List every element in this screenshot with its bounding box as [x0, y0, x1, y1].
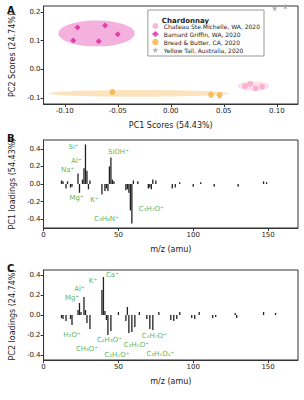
- svg-text:Bread & Butter, CA, 2020: Bread & Butter, CA, 2020: [164, 39, 240, 46]
- svg-text:C₂H₅O⁺: C₂H₅O⁺: [104, 351, 129, 359]
- svg-text:K⁺: K⁺: [90, 196, 99, 204]
- svg-text:Chateau Ste.Michelle, WA, 2020: Chateau Ste.Michelle, WA, 2020: [163, 22, 260, 30]
- svg-text:C₃H₅O⁺: C₃H₅O⁺: [124, 341, 149, 349]
- svg-text:m/z (amu): m/z (amu): [150, 377, 191, 386]
- svg-text:C₃H₇O⁺: C₃H₇O⁺: [139, 205, 164, 213]
- svg-text:H₃O⁺: H₃O⁺: [63, 331, 81, 339]
- svg-text:Mg⁺: Mg⁺: [69, 194, 83, 202]
- svg-text:0.05: 0.05: [216, 107, 232, 115]
- svg-text:SiOH⁺: SiOH⁺: [108, 148, 129, 156]
- svg-text:B: B: [7, 133, 15, 144]
- svg-text:0.2: 0.2: [29, 8, 40, 16]
- svg-text:0.4: 0.4: [29, 271, 41, 279]
- svg-text:-0.4: -0.4: [27, 215, 41, 223]
- svg-text:PC1 loadings (54.43%): PC1 loadings (54.43%): [8, 139, 17, 230]
- svg-text:Barnard Griffin, WA, 2020: Barnard Griffin, WA, 2020: [164, 31, 241, 38]
- svg-text:C₃H₅O₂⁺: C₃H₅O₂⁺: [146, 350, 174, 358]
- svg-text:-0.2: -0.2: [27, 198, 41, 206]
- svg-text:Yellow Tail, Australia, 2020: Yellow Tail, Australia, 2020: [163, 47, 244, 54]
- svg-text:0.2: 0.2: [29, 291, 40, 299]
- svg-text:150: 150: [261, 363, 274, 371]
- svg-text:C₃H₈N⁺: C₃H₈N⁺: [94, 215, 119, 223]
- svg-text:Mg⁺: Mg⁺: [65, 294, 79, 302]
- svg-text:Si⁺: Si⁺: [68, 143, 78, 151]
- svg-text:0.2: 0.2: [29, 162, 40, 170]
- svg-text:PC2 Scores (24.74%): PC2 Scores (24.74%): [8, 13, 17, 97]
- svg-text:m/z (amu): m/z (amu): [150, 245, 191, 254]
- svg-text:CH₃O⁺: CH₃O⁺: [76, 345, 98, 353]
- svg-text:-0.4: -0.4: [27, 351, 41, 359]
- svg-text:-0.2: -0.2: [27, 331, 41, 339]
- svg-text:150: 150: [261, 231, 274, 239]
- svg-text:0: 0: [41, 231, 45, 239]
- svg-text:0: 0: [41, 363, 45, 371]
- svg-text:-0.05: -0.05: [109, 107, 127, 115]
- svg-text:Al⁺: Al⁺: [74, 285, 85, 293]
- svg-text:100: 100: [187, 363, 200, 371]
- svg-text:0.00: 0.00: [163, 107, 179, 115]
- svg-text:0.0: 0.0: [29, 65, 40, 73]
- svg-text:-0.10: -0.10: [56, 107, 74, 115]
- svg-text:-0.1: -0.1: [27, 94, 41, 102]
- svg-text:0.0: 0.0: [29, 180, 40, 188]
- svg-text:C: C: [7, 263, 14, 274]
- svg-text:Al⁺: Al⁺: [71, 157, 82, 165]
- svg-text:50: 50: [114, 363, 123, 371]
- svg-text:Na⁺: Na⁺: [61, 166, 75, 174]
- svg-text:PC1 Scores (54.43%): PC1 Scores (54.43%): [129, 121, 213, 130]
- svg-text:50: 50: [114, 231, 123, 239]
- svg-text:Ca⁺: Ca⁺: [106, 271, 119, 279]
- svg-text:0.1: 0.1: [29, 37, 40, 45]
- svg-text:C₄H₇O⁺: C₄H₇O⁺: [142, 332, 167, 340]
- svg-text:A: A: [7, 5, 15, 16]
- svg-text:0.10: 0.10: [269, 107, 285, 115]
- svg-text:0.0: 0.0: [29, 311, 40, 319]
- svg-text:K⁺: K⁺: [89, 277, 98, 285]
- svg-text:PC2 loadings (24.74%): PC2 loadings (24.74%): [8, 270, 17, 361]
- svg-text:C₂H₃O⁺: C₂H₃O⁺: [97, 336, 122, 344]
- svg-text:Chardonnay: Chardonnay: [162, 17, 210, 25]
- svg-text:0.4: 0.4: [29, 145, 41, 153]
- svg-text:100: 100: [187, 231, 200, 239]
